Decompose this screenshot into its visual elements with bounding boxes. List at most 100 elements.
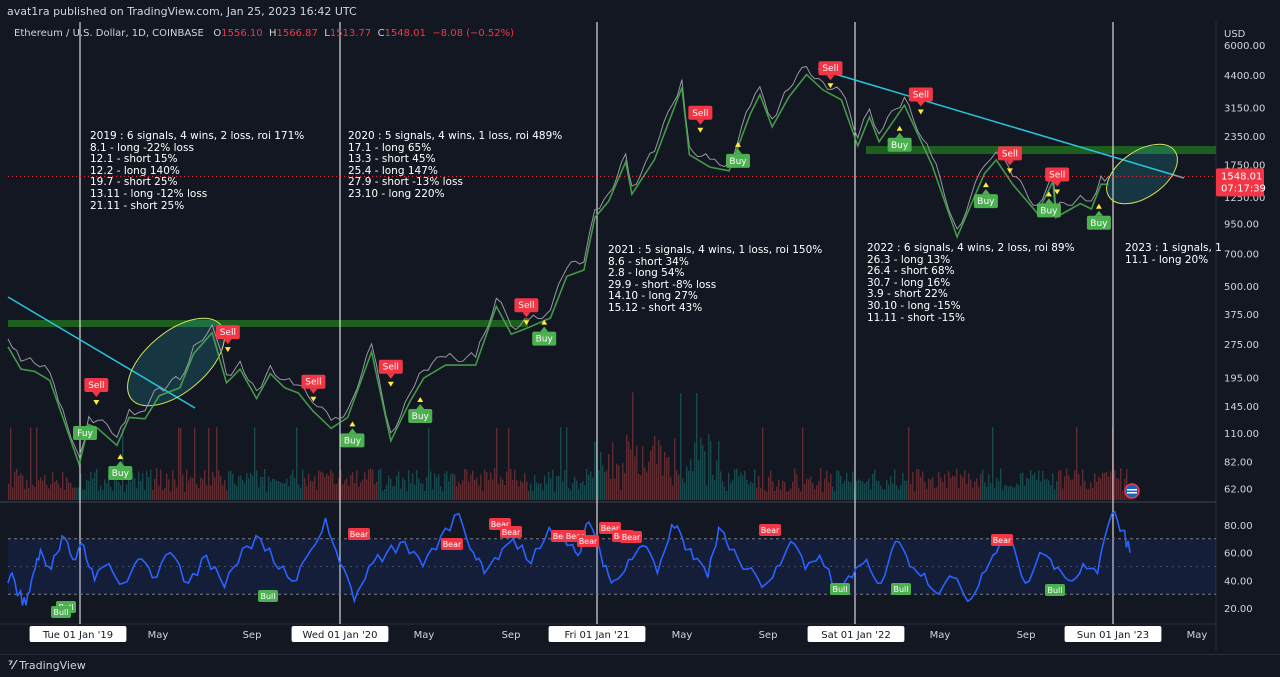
volume-bar [686,466,688,500]
volume-bar [1018,484,1020,500]
volume-bar [1062,488,1064,500]
time-axis-label: May [1187,630,1208,641]
volume-bar [530,483,532,500]
volume-bar [644,467,646,500]
volume-bar [362,479,364,500]
volume-bar [834,491,836,500]
volume-bar [632,392,634,500]
time-axis-label: May [930,630,951,641]
volume-bar [782,480,784,500]
volume-bar [498,484,500,500]
volume-bar [590,471,592,500]
volume-bar [194,427,196,500]
volume-bar [1078,474,1080,500]
volume-bar [604,472,606,500]
bear-label-box [620,531,642,543]
volume-bar [366,479,368,500]
volume-bar [356,469,358,500]
volume-bar [274,479,276,500]
volume-bar [766,491,768,500]
sell-label-text: Sell [518,301,534,311]
volume-bar [630,449,632,500]
volume-bar [156,468,158,500]
volume-bar [640,475,642,500]
volume-bar [1040,481,1042,500]
volume-bar [588,474,590,500]
volume-bar [1122,490,1124,500]
volume-bar [1044,479,1046,500]
time-label-text: May [414,630,435,641]
volume-bar [1042,471,1044,500]
bear-signal: Bear [348,528,370,540]
volume-bar [996,477,998,500]
volume-bar [698,460,700,500]
volume-bar [302,469,304,500]
volume-bar [1066,468,1068,500]
volume-bar [658,440,660,500]
time-label-text: May [930,630,951,641]
buy-label-text: Buy [344,436,362,446]
volume-bar [664,452,666,500]
volume-bar [38,480,40,500]
volume-bar [862,481,864,500]
note-2019: 2019 : 6 signals, 4 wins, 2 loss, roi 17… [90,130,305,212]
time-label-text: Sat 01 Jan '22 [821,630,891,641]
bear-label-box [500,526,522,538]
volume-bar [574,476,576,500]
volume-bar [858,479,860,500]
volume-bar [682,478,684,500]
buy-label-box [1086,215,1111,230]
bull-label-text: Bull [260,592,275,601]
volume-bar [934,487,936,500]
volume-bar [928,478,930,500]
volume-bar [778,479,780,500]
volume-bar [506,471,508,500]
price-tick-label: 145.00 [1224,402,1259,413]
volume-bar [466,469,468,500]
volume-bar [844,480,846,500]
volume-bar [762,427,764,500]
volume-bar [680,393,682,500]
volume-bar [1024,485,1026,500]
volume-bar [480,474,482,500]
tradingview-logo[interactable]: ⁷⁄ TradingView [8,658,86,672]
bull-label-text: Bull [1047,586,1062,595]
volume-bar [810,476,812,500]
fuy-signal: Fuy [73,426,97,440]
volume-bar [190,476,192,500]
bear-label-text: Bear [601,524,620,533]
volume-bar [1088,488,1090,500]
buy-label-box [532,331,557,346]
volume-bar [214,477,216,500]
volume-bar [1030,469,1032,500]
volume-bar [962,477,964,500]
volume-bar [700,437,702,500]
volume-bar [512,479,514,500]
buy-signal: Buy [887,125,912,152]
volume-bar [650,450,652,500]
volume-bar [338,478,340,500]
high-label: H [268,28,277,39]
volume-bar [462,480,464,500]
volume-bar [990,482,992,500]
volume-bar [196,484,198,500]
volume-bar [1076,427,1078,500]
time-label-text: May [148,630,169,641]
volume-bar [642,445,644,500]
volume-bar [1070,479,1072,500]
volume-bar [460,484,462,500]
chart-area[interactable]: USD 6000.00 4400.00 3150.00 2350.00 1750.00 12… [0,22,1280,654]
volume-bar [636,445,638,500]
bear-label-text: Bear [502,528,521,537]
volume-bar [908,427,910,500]
sell-label-pointer [522,312,531,318]
volume-bar [114,479,116,500]
sell-label-text: Sell [692,109,708,119]
volume-bar [1026,477,1028,500]
publish-header: avat1ra published on TradingView.com, Ja… [0,0,1280,23]
volume-bar [946,487,948,500]
sell-label-box [301,374,326,389]
volume-bar [48,488,50,500]
price-tick-label: 950.00 [1224,220,1259,231]
